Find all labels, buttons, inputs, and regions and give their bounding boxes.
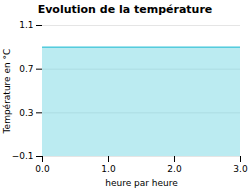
svg-text:3.0: 3.0 — [233, 164, 248, 174]
svg-text:1.0: 1.0 — [101, 164, 116, 174]
svg-text:0.0: 0.0 — [35, 164, 50, 174]
svg-text:heure par heure: heure par heure — [105, 178, 178, 188]
svg-text:0.3: 0.3 — [19, 108, 33, 118]
svg-text:1.1: 1.1 — [19, 20, 33, 30]
html-text:Evolution de la température: Evolution de la température — [37, 3, 213, 16]
svg-text:Température en °C: Température en °C — [2, 49, 12, 135]
svg-text:2.0: 2.0 — [167, 164, 182, 174]
svg-text:−0.1: −0.1 — [12, 151, 34, 161]
svg-text:0.7: 0.7 — [19, 64, 33, 74]
